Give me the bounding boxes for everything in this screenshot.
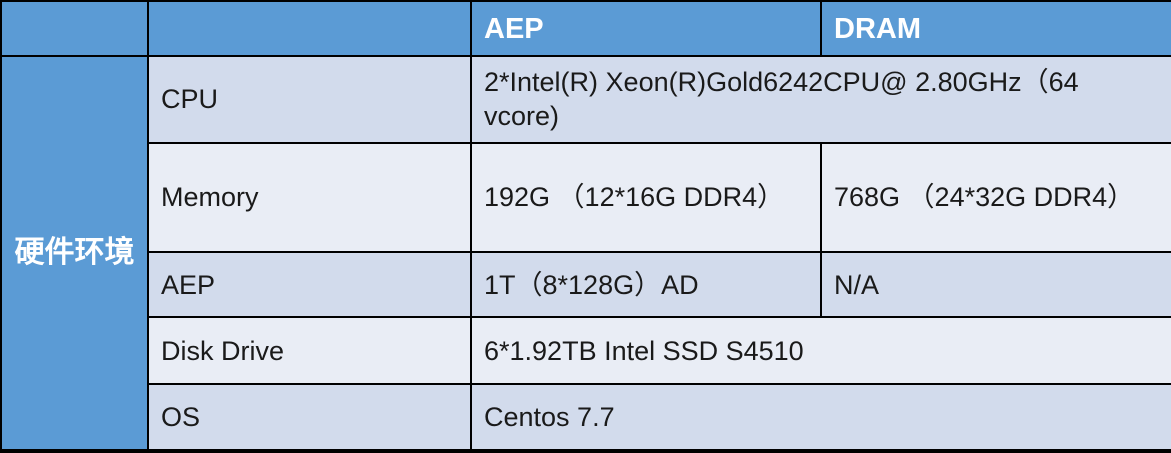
cell-aep-dram: N/A <box>820 251 1171 319</box>
cell-memory-aep: 192G （12*16G DDR4） <box>470 141 822 254</box>
row-label-memory: Memory <box>147 141 472 254</box>
row-label-aep: AEP <box>147 251 472 319</box>
header-spec-cell <box>147 0 472 58</box>
header-corner-cell <box>0 0 149 58</box>
row-label-os: OS <box>147 382 472 453</box>
table-row-aep: AEP 1T（8*128G）AD N/A <box>1 251 1171 319</box>
cell-memory-dram: 768G （24*32G DDR4） <box>820 141 1171 254</box>
table-row-os: OS Centos 7.7 <box>1 382 1171 453</box>
column-header-aep: AEP <box>470 0 822 58</box>
row-label-disk-drive: Disk Drive <box>147 316 472 385</box>
cell-cpu-value: 2*Intel(R) Xeon(R)Gold6242CPU@ 2.80GHz（6… <box>470 55 1171 144</box>
cell-os-value: Centos 7.7 <box>470 382 1171 453</box>
column-header-dram: DRAM <box>820 0 1171 58</box>
cell-aep-aep: 1T（8*128G）AD <box>470 251 822 319</box>
table-row-disk-drive: Disk Drive 6*1.92TB Intel SSD S4510 <box>1 316 1171 385</box>
cell-disk-drive-value: 6*1.92TB Intel SSD S4510 <box>470 316 1171 385</box>
table-row-memory: Memory 192G （12*16G DDR4） 768G （24*32G D… <box>1 141 1171 254</box>
table-row-cpu: 硬件环境 CPU 2*Intel(R) Xeon(R)Gold6242CPU@ … <box>0 55 1171 452</box>
row-label-cpu: CPU <box>147 55 472 144</box>
header-row: AEP DRAM <box>0 0 1171 58</box>
side-header-hardware-environment: 硬件环境 <box>0 55 149 452</box>
